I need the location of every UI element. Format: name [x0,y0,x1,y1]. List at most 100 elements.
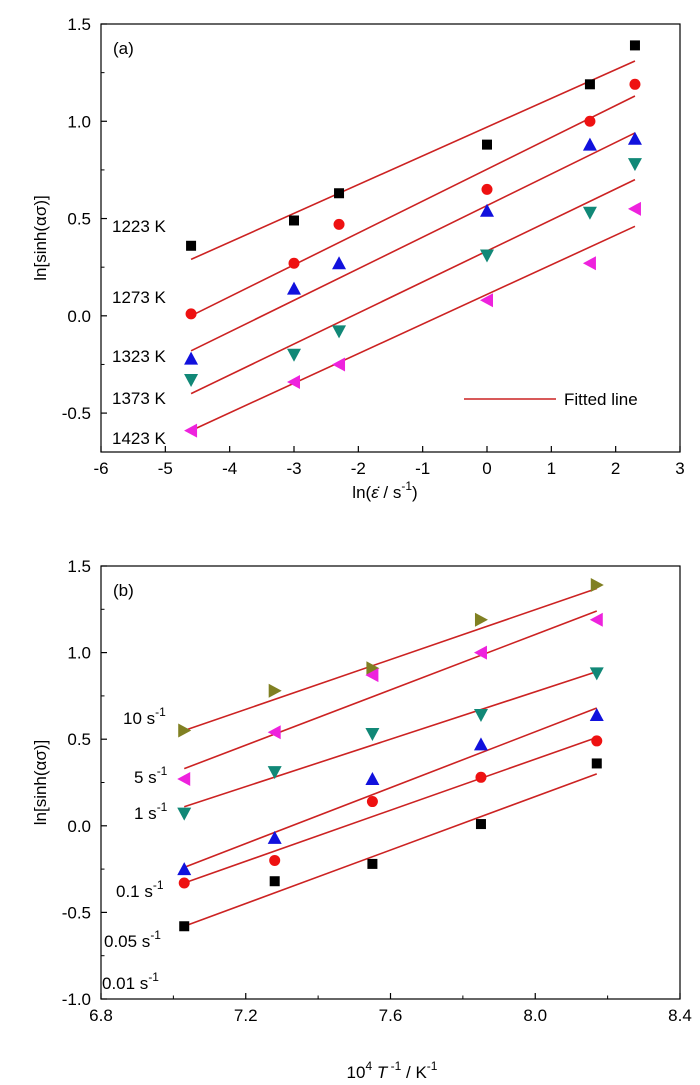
x-axis-label-part: / K [401,1063,427,1082]
data-point [629,40,640,51]
data-point [589,667,604,681]
legend-label: Fitted line [564,390,638,409]
x-axis-label-exponent: -1 [427,1059,438,1073]
data-point [582,206,597,220]
series-label: 5 s-1 [134,764,168,787]
panel-label: (b) [113,581,134,600]
series-label: 1323 K [112,347,167,366]
x-tick-label: 8.4 [668,1006,692,1025]
data-point [184,351,199,365]
data-point [474,612,488,627]
data-point [589,612,603,627]
data-point [288,257,300,269]
x-tick-label: 7.6 [379,1006,403,1025]
data-point [366,661,380,676]
data-point [177,807,192,821]
data-point [287,348,301,362]
series-label: 1273 K [112,288,167,307]
data-point [178,723,192,738]
data-point [473,645,487,660]
x-tick-label: 1 [547,459,556,478]
series-label: 10 s-1 [123,705,166,728]
y-tick-label: 0.5 [67,730,91,749]
data-point [584,79,595,90]
y-tick-label: 0.5 [67,210,91,229]
data-point [184,423,198,438]
data-point [365,728,380,742]
series-label-unit-exponent: -1 [155,705,166,719]
x-tick-label: -5 [158,459,173,478]
data-point [584,115,596,127]
data-point [475,771,487,783]
panel-b-chart: 6.8 7.2 7.6 8.0 8.4 -1.0 -0.5 0.0 0.5 1.0 1.5 ln[si… [31,557,692,1082]
x-axis-label-part: 10 [347,1063,366,1082]
series-label: 1423 K [112,429,167,448]
series-label: 0.05 s-1 [104,928,161,951]
series-label-unit-exponent: -1 [157,800,168,814]
series-label-text: 1 s [134,804,157,823]
data-point [582,137,597,151]
data-point [179,921,190,932]
data-point [480,203,494,217]
data-point [332,256,347,270]
data-point [289,215,299,226]
data-point [186,240,197,251]
data-point [481,183,493,195]
data-point [473,708,488,722]
series-label: 1223 K [112,217,167,236]
series-label-unit-exponent: -1 [157,764,168,778]
x-tick-label: -6 [93,459,108,478]
data-point [185,308,197,320]
data-point [473,737,488,751]
data-point [177,772,191,787]
data-point [365,668,379,683]
data-point [480,293,493,308]
x-tick-label: -4 [222,459,237,478]
y-tick-label: 0.0 [67,307,91,326]
data-point [365,772,380,786]
data-point [589,707,604,721]
series-label-text: 1423 K [112,429,167,448]
data-point [267,725,281,740]
series-label: 0.01 s-1 [102,970,159,993]
data-point [333,218,345,230]
x-axis-label-part: ln( [352,483,371,502]
fitted-line [183,707,598,869]
data-point [332,325,347,339]
series-label-text: 5 s [134,768,157,787]
x-tick-label: 7.2 [234,1006,258,1025]
data-point [480,249,494,263]
fitted-line [183,587,598,732]
series-label-text: 1373 K [112,389,167,408]
data-point [629,78,641,90]
series-label: 0.1 s-1 [116,878,164,901]
y-tick-label: 0.0 [67,817,91,836]
data-point [269,854,281,866]
data-point [267,830,282,844]
series-label-text: 1323 K [112,347,167,366]
x-tick-label: 2 [611,459,620,478]
x-tick-label: 6.8 [89,1006,113,1025]
x-axis-label-exponent: 4 [365,1059,372,1073]
series-label-text: 1223 K [112,217,167,236]
data-point [475,819,486,830]
x-axis-label-symbol: ε̇ [371,483,379,502]
series-label: 1373 K [112,389,167,408]
x-axis-label-part: / s [379,483,402,502]
data-point [332,357,346,372]
data-point [177,862,192,876]
data-point [627,131,642,145]
panel-a-chart: -6 -5 -4 -3 -2 -1 0 1 2 3 -0.5 0.0 0.5 1.0 1.5 ln[sinh(… [31,15,685,502]
y-axis-label: ln[sinh(ασ)] [31,740,50,826]
x-tick-label: 0 [482,459,491,478]
x-axis-label: 104 T -1 / K-1 [347,1059,438,1082]
y-axis-label: ln[sinh(ασ)] [31,195,50,281]
y-tick-label: 1.0 [67,644,91,663]
x-axis-label-exponent: -1 [401,479,412,493]
series-label-text: 0.1 s [116,882,153,901]
data-point [267,766,282,780]
fitted-line [190,95,636,317]
series-label: 1 s-1 [134,800,168,823]
x-tick-label: -1 [415,459,430,478]
data-point [287,281,301,295]
